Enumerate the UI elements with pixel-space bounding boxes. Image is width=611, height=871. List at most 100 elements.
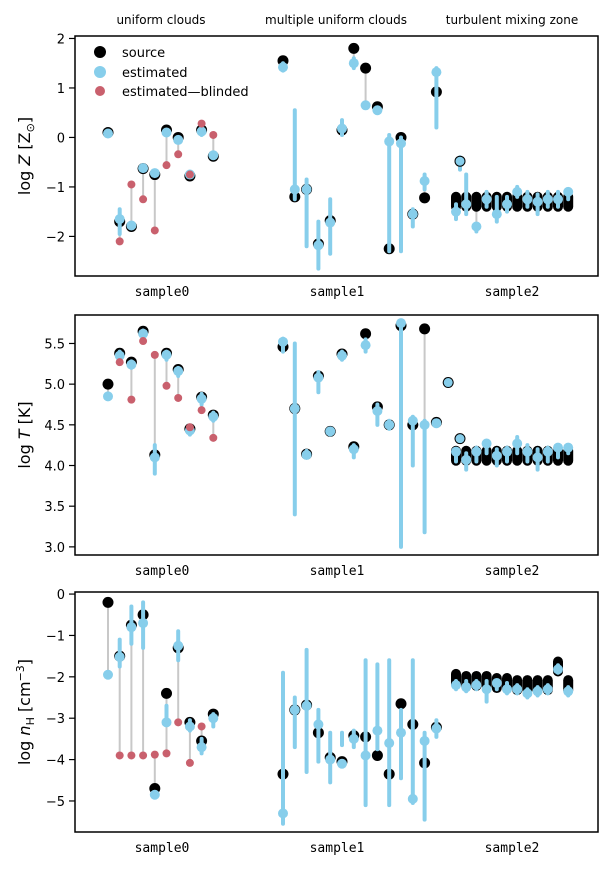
blinded-point	[185, 758, 194, 767]
estimated-point	[502, 199, 512, 210]
estimated-point	[481, 438, 492, 449]
y-tick-label: 2	[57, 32, 65, 47]
y-tick-label: 4.5	[44, 419, 65, 434]
estimated-point	[396, 727, 406, 738]
blinded-point	[209, 130, 218, 139]
estimated-point	[431, 67, 442, 78]
blinded-point	[127, 751, 136, 760]
source-point	[512, 445, 523, 466]
estimated-point	[278, 808, 288, 819]
estimated-point	[289, 704, 300, 715]
estimated-point	[149, 789, 160, 800]
estimated-point	[301, 449, 312, 460]
estimated-point	[138, 328, 149, 339]
y-tick-label: 5.5	[44, 337, 65, 352]
y-tick-label: −2	[46, 230, 65, 245]
estimated-point	[325, 426, 336, 437]
estimated-point	[431, 418, 442, 429]
estimated-point	[563, 686, 574, 697]
y-tick-label: −5	[46, 795, 65, 810]
estimated-point	[289, 403, 300, 414]
estimated-point	[461, 199, 472, 210]
estimated-point	[348, 58, 359, 69]
blinded-point	[162, 161, 171, 170]
legend-label-blinded: estimated—blinded	[122, 85, 249, 100]
estimated-point	[301, 700, 312, 711]
source-point	[371, 749, 383, 761]
estimated-point	[512, 438, 523, 449]
y-tick-label: −2	[46, 671, 65, 686]
blinded-point	[115, 358, 124, 367]
estimated-point	[161, 717, 172, 728]
sample-label-2-mid: sample2	[485, 564, 540, 579]
estimated-point	[451, 680, 461, 691]
panel-temperature: 3.0 3.5 4.0 4.5 5.0 5.5	[44, 318, 574, 556]
y-tick-label: 1	[57, 82, 65, 97]
estimated-point	[471, 680, 482, 691]
blinded-point	[139, 337, 148, 346]
y-tick-label: −4	[46, 754, 65, 769]
blinded-point	[197, 406, 206, 415]
estimated-point	[103, 391, 113, 402]
legend-marker-blinded	[95, 86, 105, 96]
estimated-point	[419, 175, 430, 186]
estimated-point	[337, 758, 347, 769]
ylabel-temperature: log T [K]	[15, 401, 34, 468]
estimated-point	[451, 446, 461, 457]
estimated-point	[313, 372, 324, 383]
estimated-point	[522, 688, 533, 699]
legend: source estimated estimated—blinded	[94, 46, 249, 100]
estimated-point	[461, 682, 472, 693]
y-tick-label: 0	[57, 131, 65, 146]
estimated-point	[126, 220, 137, 231]
estimated-point	[407, 415, 418, 426]
estimated-point	[173, 366, 184, 377]
blinded-point	[185, 170, 194, 179]
y-tick-label: 3.5	[44, 500, 65, 515]
source-point	[471, 191, 482, 212]
source-point	[360, 62, 372, 74]
estimated-point	[208, 411, 219, 422]
blinded-point	[150, 750, 159, 759]
blinded-point	[174, 150, 183, 159]
column-title-turbulent: turbulent mixing zone	[446, 13, 578, 27]
estimated-point	[372, 725, 383, 736]
blinded-point	[174, 718, 183, 727]
source-point	[360, 328, 372, 340]
estimated-point	[173, 640, 184, 651]
panel-frame-temperature	[74, 314, 599, 556]
estimated-point	[126, 359, 137, 370]
sample-label-1-mid: sample1	[310, 564, 365, 579]
source-point	[512, 191, 523, 212]
blinded-point	[115, 237, 124, 246]
panel-density: −5 −4 −3 −2 −1 0	[46, 588, 574, 826]
blinded-point	[162, 749, 171, 758]
estimated-point	[491, 450, 502, 461]
estimated-point	[407, 793, 418, 804]
estimated-point	[278, 62, 288, 73]
blinded-point	[174, 393, 183, 402]
y-tick-label: 3.0	[44, 541, 65, 556]
estimated-point	[491, 678, 502, 689]
estimated-point	[103, 128, 113, 139]
blinded-point	[162, 381, 171, 390]
y-tick-label: −1	[46, 629, 65, 644]
estimated-point	[126, 622, 137, 633]
blinded-point	[209, 433, 218, 442]
estimated-point	[471, 446, 482, 457]
column-title-multiple: multiple uniform clouds	[265, 13, 407, 27]
estimated-point	[325, 217, 336, 228]
estimated-point	[396, 318, 406, 329]
source-point	[395, 698, 407, 710]
blinded-point	[139, 751, 148, 760]
estimated-point	[103, 669, 113, 680]
estimated-point	[301, 184, 312, 195]
estimated-point	[431, 723, 442, 734]
panel-metallicity: −2 −1 0 1 2	[46, 32, 574, 271]
ylabel-density: log nH [cm−3]	[14, 659, 37, 765]
estimated-point	[553, 664, 563, 675]
estimated-point	[522, 194, 533, 205]
estimated-point	[542, 194, 553, 205]
estimated-point	[289, 184, 300, 195]
estimated-point	[313, 240, 324, 251]
